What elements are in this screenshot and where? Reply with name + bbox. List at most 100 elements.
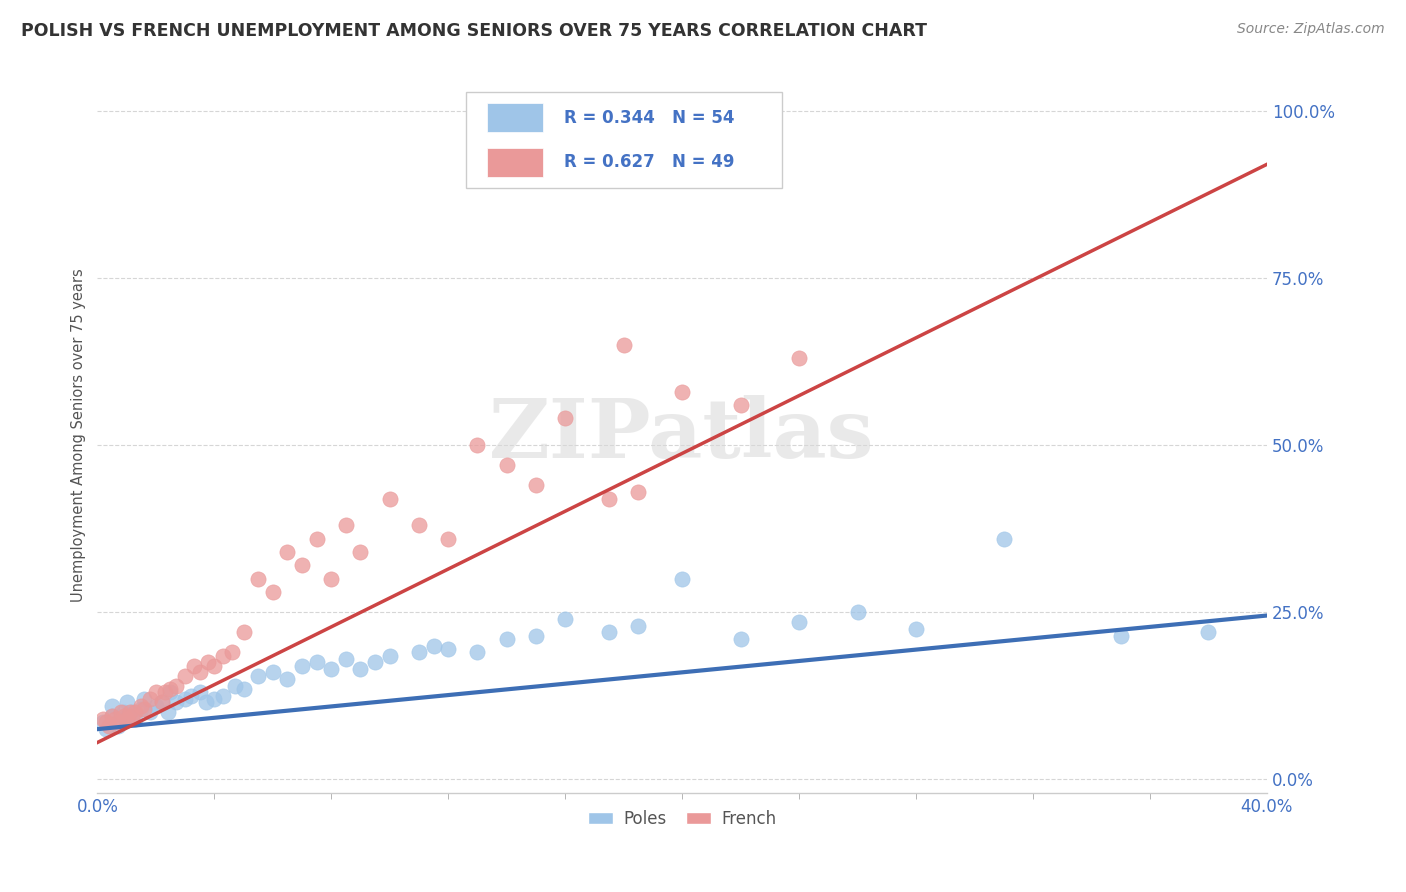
Point: [139, 692, 162, 706]
Point: [787, 351, 810, 366]
FancyBboxPatch shape: [465, 92, 782, 188]
Point: [183, 658, 205, 673]
Point: [349, 662, 371, 676]
Point: [145, 685, 167, 699]
Point: [112, 708, 135, 723]
Point: [627, 484, 650, 499]
Point: [276, 545, 298, 559]
Point: [598, 625, 620, 640]
Point: [165, 679, 187, 693]
Point: [197, 656, 219, 670]
Point: [134, 702, 156, 716]
Point: [145, 698, 167, 713]
Point: [107, 715, 129, 730]
Point: [101, 698, 124, 713]
Point: [247, 572, 270, 586]
Point: [202, 692, 225, 706]
Point: [787, 615, 810, 630]
Point: [150, 695, 173, 709]
Point: [91, 712, 114, 726]
Point: [101, 708, 124, 723]
Point: [139, 706, 162, 720]
Point: [124, 706, 146, 720]
Point: [121, 708, 143, 723]
Point: [174, 668, 197, 682]
Point: [305, 656, 328, 670]
FancyBboxPatch shape: [486, 148, 543, 177]
Point: [364, 656, 387, 670]
Point: [101, 708, 124, 723]
Point: [422, 639, 444, 653]
Point: [174, 692, 197, 706]
Point: [276, 672, 298, 686]
Point: [118, 706, 141, 720]
Point: [110, 706, 132, 720]
Point: [598, 491, 620, 506]
Point: [156, 706, 179, 720]
Point: [467, 438, 489, 452]
Point: [408, 518, 430, 533]
Point: [349, 545, 371, 559]
Point: [110, 712, 132, 726]
Point: [124, 712, 146, 726]
Text: POLISH VS FRENCH UNEMPLOYMENT AMONG SENIORS OVER 75 YEARS CORRELATION CHART: POLISH VS FRENCH UNEMPLOYMENT AMONG SENI…: [21, 22, 927, 40]
Point: [115, 708, 138, 723]
Point: [321, 662, 343, 676]
Point: [165, 695, 187, 709]
Point: [115, 712, 138, 726]
Point: [115, 695, 138, 709]
Point: [408, 645, 430, 659]
Point: [194, 695, 217, 709]
Point: [112, 706, 135, 720]
Point: [305, 532, 328, 546]
Text: R = 0.344   N = 54: R = 0.344 N = 54: [564, 109, 734, 127]
Point: [180, 689, 202, 703]
Point: [335, 652, 357, 666]
Point: [129, 698, 152, 713]
Point: [232, 681, 254, 696]
Point: [94, 715, 117, 730]
Point: [232, 625, 254, 640]
Point: [1197, 625, 1219, 640]
Point: [730, 398, 752, 412]
Point: [613, 338, 636, 352]
Point: [467, 645, 489, 659]
Point: [335, 518, 357, 533]
Text: ZIPatlas: ZIPatlas: [489, 395, 875, 475]
Point: [554, 411, 576, 425]
Point: [212, 648, 235, 663]
Point: [671, 572, 693, 586]
Point: [188, 685, 211, 699]
Point: [150, 695, 173, 709]
Point: [107, 719, 129, 733]
Point: [104, 712, 127, 726]
Point: [134, 692, 156, 706]
Point: [1109, 629, 1132, 643]
Point: [437, 642, 460, 657]
Point: [378, 648, 401, 663]
Point: [224, 679, 246, 693]
Point: [495, 458, 517, 472]
Text: Source: ZipAtlas.com: Source: ZipAtlas.com: [1237, 22, 1385, 37]
Point: [262, 585, 284, 599]
Point: [993, 532, 1015, 546]
Point: [221, 645, 243, 659]
Point: [247, 668, 270, 682]
Point: [212, 689, 235, 703]
Point: [129, 702, 152, 716]
Point: [321, 572, 343, 586]
Point: [437, 532, 460, 546]
Point: [98, 719, 121, 733]
Point: [153, 685, 176, 699]
Point: [91, 715, 114, 730]
Legend: Poles, French: Poles, French: [581, 803, 783, 834]
Point: [524, 478, 547, 492]
Point: [262, 665, 284, 680]
Point: [378, 491, 401, 506]
Point: [554, 612, 576, 626]
Point: [495, 632, 517, 646]
Y-axis label: Unemployment Among Seniors over 75 years: Unemployment Among Seniors over 75 years: [72, 268, 86, 602]
Point: [94, 722, 117, 736]
Point: [671, 384, 693, 399]
Point: [159, 681, 181, 696]
